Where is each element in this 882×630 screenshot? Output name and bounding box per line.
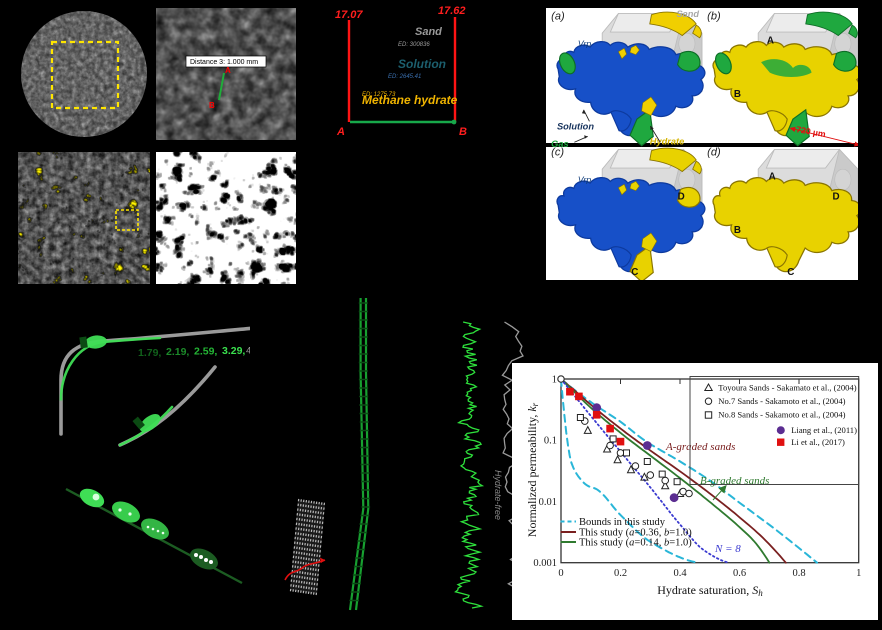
svg-text:0.1: 0.1 bbox=[544, 436, 557, 447]
svg-text:1: 1 bbox=[552, 375, 557, 386]
svg-text:Toyoura Sands - Sakamato et al: Toyoura Sands - Sakamato et al., (2004) bbox=[718, 382, 856, 392]
svg-text:0.8: 0.8 bbox=[792, 568, 805, 579]
svg-text:N = 8: N = 8 bbox=[714, 543, 741, 555]
svg-text:0.2: 0.2 bbox=[614, 568, 627, 579]
svg-text:B-graded sands: B-graded sands bbox=[700, 475, 769, 487]
svg-text:Bounds in this study: Bounds in this study bbox=[579, 517, 666, 528]
svg-text:A-graded sands: A-graded sands bbox=[665, 441, 735, 453]
svg-text:Liang et al., (2011): Liang et al., (2011) bbox=[791, 425, 857, 435]
svg-text:1: 1 bbox=[856, 568, 861, 579]
svg-text:Normalized permeability, kr: Normalized permeability, kr bbox=[525, 402, 540, 537]
svg-text:0.001: 0.001 bbox=[533, 558, 557, 569]
svg-text:0.01: 0.01 bbox=[539, 497, 557, 508]
svg-text:Li et al., (2017): Li et al., (2017) bbox=[791, 437, 845, 447]
svg-text:0.6: 0.6 bbox=[733, 568, 746, 579]
svg-text:This study (a=0.14, b=1.0): This study (a=0.14, b=1.0) bbox=[579, 538, 692, 549]
svg-text:No.7 Sands - Sakamoto et al.,: No.7 Sands - Sakamoto et al., (2004) bbox=[718, 396, 845, 406]
svg-text:0.4: 0.4 bbox=[673, 568, 687, 579]
svg-text:Hydrate saturation, Sh: Hydrate saturation, Sh bbox=[657, 583, 763, 598]
svg-text:0: 0 bbox=[558, 568, 563, 579]
svg-text:No.8 Sands - Sakamoto et al.,: No.8 Sands - Sakamoto et al., (2004) bbox=[718, 410, 845, 420]
